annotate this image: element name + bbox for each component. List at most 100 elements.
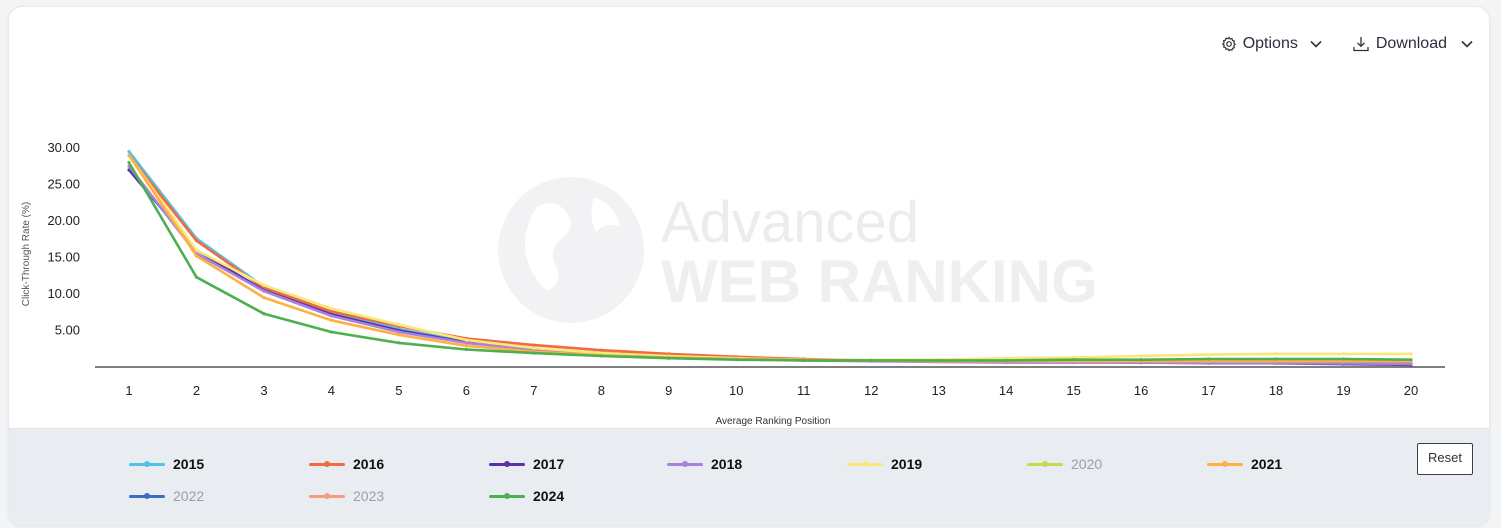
- data-point-2024[interactable]: [869, 358, 873, 363]
- data-point-2024[interactable]: [1274, 357, 1278, 361]
- data-point-2021[interactable]: [262, 296, 266, 300]
- data-point-2024[interactable]: [937, 358, 941, 363]
- legend-swatch: [489, 487, 525, 505]
- data-point-2024[interactable]: [734, 358, 738, 362]
- series-line-2024[interactable]: [127, 161, 1413, 362]
- data-point-2024[interactable]: [1139, 358, 1143, 362]
- data-point-2024[interactable]: [1072, 358, 1076, 362]
- data-point-2019[interactable]: [329, 306, 334, 311]
- download-button[interactable]: Download: [1352, 35, 1473, 53]
- data-point-2021[interactable]: [464, 344, 468, 348]
- data-point-2019[interactable]: [1139, 354, 1143, 358]
- data-point-2016[interactable]: [532, 343, 536, 347]
- data-point-2021[interactable]: [329, 318, 334, 322]
- data-point-2024[interactable]: [127, 160, 131, 165]
- watermark-globe: [498, 177, 644, 323]
- chart-toolbar: Options Download: [1221, 35, 1473, 53]
- series-layer: [127, 150, 1413, 367]
- data-point-2024[interactable]: [262, 312, 266, 316]
- legend-item-2017[interactable]: 2017: [489, 455, 564, 473]
- x-tick-label: 15: [1066, 383, 1080, 398]
- data-point-2019[interactable]: [532, 346, 536, 350]
- reset-zoom-button[interactable]: Reset: [1417, 443, 1473, 475]
- data-point-2024[interactable]: [1206, 357, 1211, 361]
- data-point-2021[interactable]: [127, 153, 131, 157]
- data-point-2019[interactable]: [599, 351, 603, 355]
- data-point-2024[interactable]: [397, 341, 401, 345]
- data-point-2018[interactable]: [329, 314, 334, 318]
- x-tick-label: 3: [260, 383, 267, 398]
- series-2024[interactable]: [127, 160, 1413, 363]
- legend-label: 2021: [1251, 456, 1283, 472]
- data-point-2019[interactable]: [194, 248, 199, 252]
- data-point-2018[interactable]: [464, 341, 468, 345]
- data-point-2024[interactable]: [1341, 357, 1346, 361]
- data-point-2015[interactable]: [127, 150, 131, 154]
- y-tick-label: 25.00: [47, 176, 80, 191]
- legend-item-2018[interactable]: 2018: [667, 455, 742, 473]
- data-point-2019[interactable]: [1072, 355, 1076, 360]
- chevron-down-icon: [1310, 40, 1322, 48]
- x-tick-label: 8: [598, 383, 605, 398]
- legend-item-2019[interactable]: 2019: [847, 455, 922, 473]
- legend-label: 2018: [711, 456, 743, 472]
- legend-swatch: [489, 455, 525, 473]
- legend-label: 2024: [533, 488, 565, 504]
- legend-item-2015[interactable]: 2015: [129, 455, 204, 473]
- data-point-2018[interactable]: [262, 289, 266, 293]
- data-point-2018[interactable]: [1206, 361, 1211, 365]
- data-point-2024[interactable]: [802, 358, 806, 363]
- data-point-2024[interactable]: [194, 275, 199, 279]
- legend-item-2022[interactable]: 2022: [129, 487, 204, 505]
- data-point-2021[interactable]: [1206, 359, 1211, 363]
- legend-swatch: [1027, 455, 1063, 473]
- data-point-2019[interactable]: [1206, 352, 1211, 357]
- data-point-2018[interactable]: [1341, 361, 1346, 365]
- x-tick-label: 20: [1404, 383, 1418, 398]
- data-point-2016[interactable]: [194, 239, 199, 243]
- data-point-2024[interactable]: [329, 330, 334, 334]
- options-button[interactable]: Options: [1221, 35, 1322, 53]
- y-tick-label: 20.00: [47, 213, 80, 228]
- data-point-2024[interactable]: [1004, 358, 1008, 363]
- data-point-2019[interactable]: [397, 323, 401, 327]
- data-point-2018[interactable]: [397, 330, 401, 334]
- data-point-2019[interactable]: [1409, 352, 1413, 356]
- legend-item-2023[interactable]: 2023: [309, 487, 384, 505]
- data-point-2024[interactable]: [532, 351, 536, 355]
- data-point-2021[interactable]: [1341, 359, 1346, 363]
- data-point-2021[interactable]: [194, 254, 199, 258]
- data-point-2018[interactable]: [1409, 362, 1413, 366]
- data-point-2016[interactable]: [667, 352, 671, 356]
- x-tick-label: 12: [864, 383, 878, 398]
- y-tick-label: 5.00: [55, 322, 80, 337]
- data-point-2024[interactable]: [1409, 358, 1413, 362]
- legend-item-2020[interactable]: 2020: [1027, 455, 1102, 473]
- watermark-globe-land: [591, 197, 620, 233]
- legend-label: 2023: [353, 488, 385, 504]
- legend-label: 2016: [353, 456, 385, 472]
- ctr-line-chart: Advanced WEB RANKING 30.0025.0020.0015.0…: [21, 140, 1445, 427]
- data-point-2016[interactable]: [329, 309, 334, 314]
- chart-card: Advanced WEB RANKING 30.00 25.00 20.00 15.0…: [8, 6, 1490, 526]
- legend-label: 2022: [173, 488, 205, 504]
- data-point-2016[interactable]: [599, 348, 603, 352]
- legend-item-2021[interactable]: 2021: [1207, 455, 1282, 473]
- data-point-2019[interactable]: [262, 283, 266, 287]
- data-point-2019[interactable]: [1341, 352, 1346, 356]
- data-point-2021[interactable]: [1274, 359, 1278, 363]
- data-point-2019[interactable]: [1004, 356, 1008, 360]
- data-point-2019[interactable]: [464, 338, 468, 342]
- download-icon: [1352, 35, 1370, 53]
- data-point-2024[interactable]: [667, 356, 671, 360]
- chart-legend: Reset 2015 2016 2017 2018 2019 2020 2021 2022 20…: [9, 428, 1489, 525]
- data-point-2018[interactable]: [1274, 361, 1278, 365]
- data-point-2019[interactable]: [1274, 352, 1278, 356]
- legend-item-2016[interactable]: 2016: [309, 455, 384, 473]
- data-point-2021[interactable]: [397, 333, 401, 337]
- y-tick-label: 10.00: [47, 286, 80, 301]
- data-point-2024[interactable]: [464, 347, 468, 352]
- data-point-2024[interactable]: [599, 354, 603, 358]
- legend-label: 2019: [891, 456, 923, 472]
- legend-item-2024[interactable]: 2024: [489, 487, 564, 505]
